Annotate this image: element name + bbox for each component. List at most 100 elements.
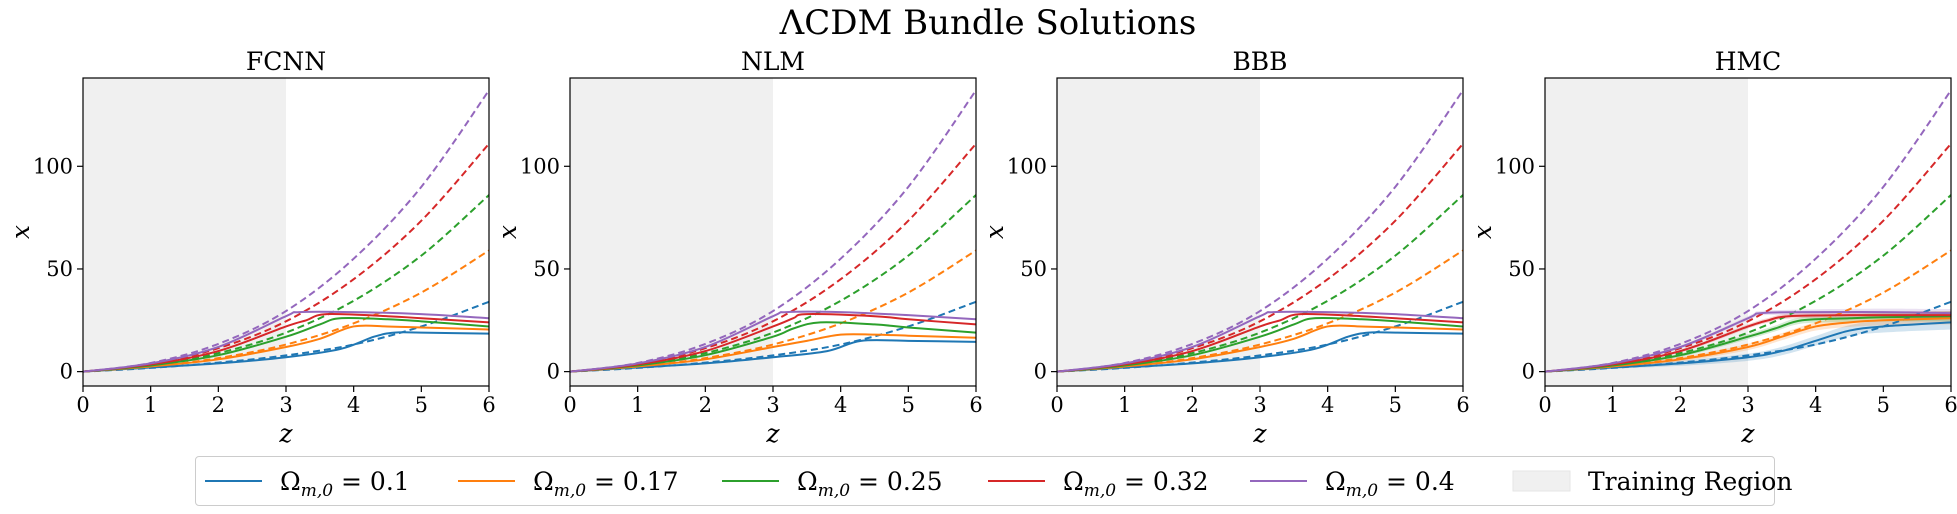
x-tick-label: 0 xyxy=(1538,393,1551,417)
solution-line-omega-0.1 xyxy=(570,339,976,373)
solution-line-omega-0.4 xyxy=(1057,310,1463,373)
solution-line-omega-0.1 xyxy=(1545,321,1951,373)
x-tick-label: 4 xyxy=(1809,393,1822,417)
x-axis-label: z xyxy=(1740,419,1755,448)
x-tick-label: 5 xyxy=(1389,393,1402,417)
legend-item-omega-0.17: Ωm,0 = 0.17 xyxy=(458,467,679,501)
y-axis-label: x xyxy=(1468,225,1497,239)
y-tick-label: 50 xyxy=(1020,257,1047,281)
y-axis-label: x xyxy=(6,225,35,239)
plot-area xyxy=(570,89,976,373)
y-tick-label: 50 xyxy=(1508,257,1535,281)
solution-line-omega-0.17 xyxy=(570,333,976,373)
panel-title: BBB xyxy=(1232,47,1287,76)
y-tick-label: 100 xyxy=(1495,154,1535,178)
x-tick-label: 6 xyxy=(1456,393,1469,417)
panel-title: HMC xyxy=(1715,47,1782,76)
panel-bbb: 0 1 2 3 4 5 6 0 50 100 BBB z x xyxy=(980,47,1470,448)
y-axis-label: x xyxy=(980,225,1009,239)
solution-line-omega-0.25 xyxy=(1545,315,1951,373)
x-tick-label: 5 xyxy=(902,393,915,417)
figure-title: ΛCDM Bundle Solutions xyxy=(779,3,1197,43)
legend-item-omega-0.1: Ωm,0 = 0.1 xyxy=(205,467,410,501)
x-tick-label: 2 xyxy=(1674,393,1687,417)
x-tick-label: 3 xyxy=(1741,393,1754,417)
x-tick-label: 4 xyxy=(347,393,360,417)
panel-fcnn: 0 1 2 3 4 5 6 0 50 100 FCNN z x xyxy=(6,47,496,448)
solution-line-omega-0.17 xyxy=(1545,317,1951,373)
x-tick-label: 0 xyxy=(563,393,576,417)
panel-hmc: 0 1 2 3 4 5 6 0 50 100 HMC z x xyxy=(1468,47,1957,448)
x-tick-label: 6 xyxy=(969,393,982,417)
legend-item-omega-0.4: Ωm,0 = 0.4 xyxy=(1250,467,1455,501)
legend-label: Ωm,0 = 0.25 xyxy=(797,467,943,501)
solution-line-omega-0.32 xyxy=(570,313,976,373)
x-tick-label: 2 xyxy=(699,393,712,417)
training-region xyxy=(570,78,773,386)
x-tick-label: 6 xyxy=(1944,393,1957,417)
training-region xyxy=(83,78,286,386)
y-tick-label: 100 xyxy=(520,154,560,178)
x-axis-label: z xyxy=(278,419,293,448)
x-tick-label: 3 xyxy=(1253,393,1266,417)
legend-label: Training Region xyxy=(1588,467,1792,496)
x-tick-label: 6 xyxy=(482,393,495,417)
y-tick-label: 0 xyxy=(547,360,560,384)
x-tick-label: 1 xyxy=(1606,393,1619,417)
x-tick-label: 4 xyxy=(1321,393,1334,417)
panel-title: NLM xyxy=(741,47,805,76)
solution-line-omega-0.32 xyxy=(1545,314,1951,373)
solution-line-omega-0.4 xyxy=(570,310,976,373)
y-tick-label: 0 xyxy=(1034,360,1047,384)
solution-line-omega-0.1 xyxy=(1057,331,1463,373)
solution-line-omega-0.1 xyxy=(83,331,489,373)
y-tick-label: 0 xyxy=(60,360,73,384)
legend: Ωm,0 = 0.1 Ωm,0 = 0.17 Ωm,0 = 0.25 Ωm,0 = 0… xyxy=(205,467,1792,501)
training-region xyxy=(1057,78,1260,386)
legend-item-training-region: Training Region xyxy=(1512,467,1792,496)
solution-line-omega-0.4 xyxy=(1545,310,1951,373)
x-tick-label: 0 xyxy=(1050,393,1063,417)
solution-line-omega-0.25 xyxy=(570,321,976,373)
plot-area xyxy=(83,89,489,373)
y-tick-label: 0 xyxy=(1522,360,1535,384)
legend-item-omega-0.25: Ωm,0 = 0.25 xyxy=(722,467,943,501)
x-tick-label: 1 xyxy=(144,393,157,417)
x-tick-label: 3 xyxy=(766,393,779,417)
y-tick-label: 100 xyxy=(1007,154,1047,178)
solution-line-omega-0.32 xyxy=(1057,312,1463,373)
solution-line-omega-0.25 xyxy=(83,316,489,373)
solution-line-omega-0.17 xyxy=(83,324,489,373)
y-axis-label: x xyxy=(493,225,522,239)
x-tick-label: 1 xyxy=(1118,393,1131,417)
x-axis-label: z xyxy=(1252,419,1267,448)
x-tick-label: 1 xyxy=(631,393,644,417)
plot-area xyxy=(1545,89,1951,373)
legend-label: Ωm,0 = 0.17 xyxy=(533,467,679,501)
x-tick-label: 5 xyxy=(415,393,428,417)
band-omega-0.1 xyxy=(1545,315,1951,372)
x-tick-label: 5 xyxy=(1877,393,1890,417)
solution-line-omega-0.25 xyxy=(1057,316,1463,373)
panel-title: FCNN xyxy=(246,47,326,76)
x-tick-label: 3 xyxy=(279,393,292,417)
legend-label: Ωm,0 = 0.4 xyxy=(1325,467,1455,501)
y-tick-label: 50 xyxy=(533,257,560,281)
x-tick-label: 2 xyxy=(1186,393,1199,417)
x-tick-label: 0 xyxy=(76,393,89,417)
solution-line-omega-0.32 xyxy=(83,312,489,373)
legend-label: Ωm,0 = 0.1 xyxy=(280,467,410,501)
y-tick-label: 50 xyxy=(46,257,73,281)
x-axis-label: z xyxy=(765,419,780,448)
solution-line-omega-0.4 xyxy=(83,310,489,373)
training-region xyxy=(1545,78,1748,386)
legend-item-omega-0.32: Ωm,0 = 0.32 xyxy=(988,467,1209,501)
plot-area xyxy=(1057,89,1463,373)
legend-label: Ωm,0 = 0.32 xyxy=(1063,467,1209,501)
x-tick-label: 4 xyxy=(834,393,847,417)
y-tick-label: 100 xyxy=(33,154,73,178)
band-omega-0.17 xyxy=(1545,312,1951,372)
x-tick-label: 2 xyxy=(212,393,225,417)
